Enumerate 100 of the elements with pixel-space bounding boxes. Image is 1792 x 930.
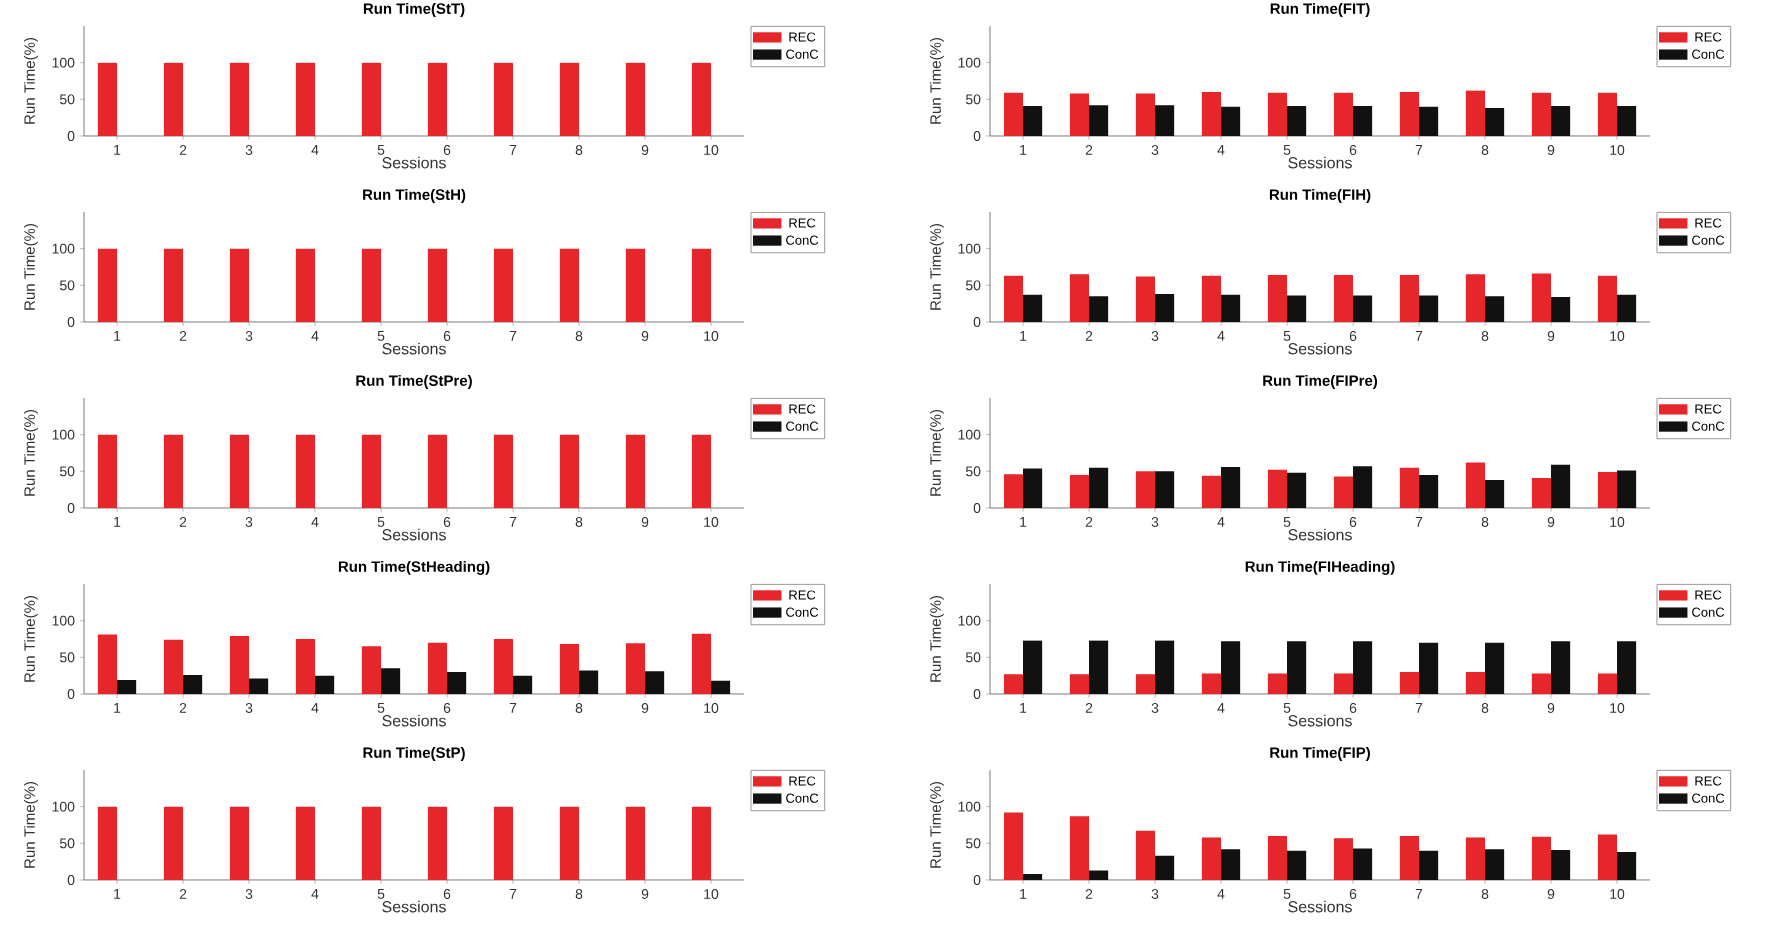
bar bbox=[1353, 641, 1373, 694]
bar bbox=[1597, 673, 1618, 694]
bar bbox=[711, 680, 731, 694]
bar bbox=[1023, 640, 1043, 694]
bar bbox=[1333, 92, 1354, 136]
bar bbox=[1003, 674, 1024, 694]
bar bbox=[1333, 838, 1354, 880]
bar bbox=[1221, 466, 1241, 508]
bar bbox=[1399, 275, 1420, 322]
bar bbox=[1287, 295, 1307, 322]
bar bbox=[1267, 275, 1288, 322]
bar bbox=[559, 644, 580, 694]
bar bbox=[1353, 848, 1373, 880]
bar bbox=[1201, 475, 1222, 508]
bar bbox=[579, 670, 599, 694]
x-axis-title: Sessions bbox=[1288, 900, 1352, 913]
bar bbox=[1597, 275, 1618, 322]
bar bbox=[1267, 469, 1288, 508]
x-axis-title: Sessions bbox=[382, 528, 446, 541]
x-axis-title: Sessions bbox=[382, 714, 446, 727]
bar bbox=[691, 633, 712, 694]
bar bbox=[1287, 472, 1307, 508]
x-axis-title: Sessions bbox=[382, 900, 446, 913]
bar bbox=[513, 675, 533, 694]
bar bbox=[1485, 296, 1505, 322]
x-axis-title: Sessions bbox=[1288, 714, 1352, 727]
bar bbox=[1069, 274, 1090, 322]
bar bbox=[1617, 470, 1637, 508]
bar bbox=[1353, 105, 1373, 136]
bar bbox=[1221, 641, 1241, 694]
bar bbox=[1465, 274, 1486, 322]
bar bbox=[1267, 673, 1288, 694]
bar bbox=[1267, 92, 1288, 136]
bar bbox=[1135, 830, 1156, 880]
bar bbox=[427, 642, 448, 694]
bar bbox=[117, 680, 137, 694]
bar bbox=[1089, 467, 1109, 508]
bar bbox=[1267, 835, 1288, 880]
bar bbox=[493, 638, 514, 694]
bar bbox=[1399, 671, 1420, 694]
bar bbox=[1155, 640, 1175, 694]
bar bbox=[1069, 816, 1090, 880]
bar bbox=[1399, 835, 1420, 880]
bar bbox=[1333, 476, 1354, 508]
bar bbox=[1419, 295, 1439, 322]
bar bbox=[249, 678, 269, 694]
bar bbox=[1485, 108, 1505, 136]
bar bbox=[1287, 641, 1307, 694]
bar bbox=[1069, 674, 1090, 694]
bar bbox=[1155, 105, 1175, 136]
bar bbox=[1089, 640, 1109, 694]
bar bbox=[1597, 834, 1618, 880]
bar bbox=[163, 639, 184, 694]
bar bbox=[1089, 296, 1109, 322]
bar bbox=[1419, 642, 1439, 694]
bar bbox=[295, 638, 316, 694]
bar bbox=[1465, 671, 1486, 694]
bar bbox=[1023, 105, 1043, 136]
bar bbox=[1287, 105, 1307, 136]
bar bbox=[1003, 275, 1024, 322]
bar bbox=[1221, 106, 1241, 136]
bar bbox=[1419, 850, 1439, 880]
bar bbox=[1089, 105, 1109, 136]
bar bbox=[1465, 837, 1486, 880]
bar bbox=[1353, 295, 1373, 322]
bar bbox=[1069, 93, 1090, 136]
bar bbox=[1287, 850, 1307, 880]
bar bbox=[1201, 837, 1222, 880]
bar bbox=[1617, 294, 1637, 322]
bar bbox=[1597, 472, 1618, 508]
bar bbox=[1551, 464, 1571, 508]
bar bbox=[1551, 641, 1571, 694]
bar bbox=[1003, 92, 1024, 136]
bar bbox=[1419, 106, 1439, 136]
bar bbox=[1551, 105, 1571, 136]
bar bbox=[1485, 849, 1505, 880]
bar bbox=[1135, 276, 1156, 322]
bar bbox=[1531, 92, 1552, 136]
bar bbox=[183, 674, 203, 694]
bar bbox=[315, 675, 335, 694]
x-axis-title: Sessions bbox=[1288, 342, 1352, 355]
bar bbox=[1201, 275, 1222, 322]
bar bbox=[1069, 474, 1090, 508]
bar bbox=[1531, 836, 1552, 880]
bar bbox=[1023, 874, 1043, 880]
bar bbox=[1023, 294, 1043, 322]
bar bbox=[1551, 849, 1571, 880]
bar bbox=[1221, 849, 1241, 880]
bar bbox=[1201, 91, 1222, 136]
bar bbox=[1155, 471, 1175, 508]
bar bbox=[1465, 462, 1486, 508]
bar bbox=[1531, 477, 1552, 508]
x-axis-title: Sessions bbox=[382, 156, 446, 169]
bar bbox=[1617, 641, 1637, 694]
bar bbox=[1333, 275, 1354, 322]
bar bbox=[1353, 466, 1373, 508]
bar bbox=[361, 646, 382, 694]
bar bbox=[1023, 468, 1043, 508]
bar bbox=[1155, 294, 1175, 322]
bar bbox=[1135, 471, 1156, 508]
